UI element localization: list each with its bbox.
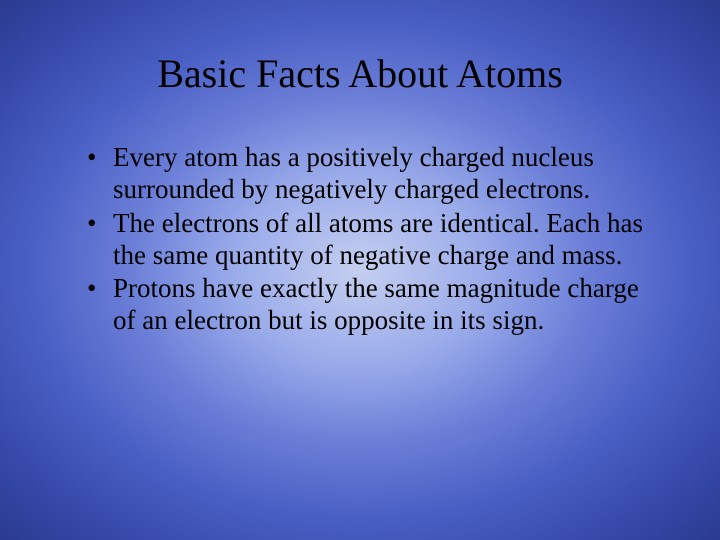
bullet-item: Protons have exactly the same magnitude … — [95, 273, 650, 337]
bullet-item: Every atom has a positively charged nucl… — [95, 142, 650, 206]
bullet-list: Every atom has a positively charged nucl… — [70, 142, 650, 337]
slide-container: Basic Facts About Atoms Every atom has a… — [0, 0, 720, 540]
slide-title: Basic Facts About Atoms — [70, 50, 650, 97]
bullet-item: The electrons of all atoms are identical… — [95, 208, 650, 272]
